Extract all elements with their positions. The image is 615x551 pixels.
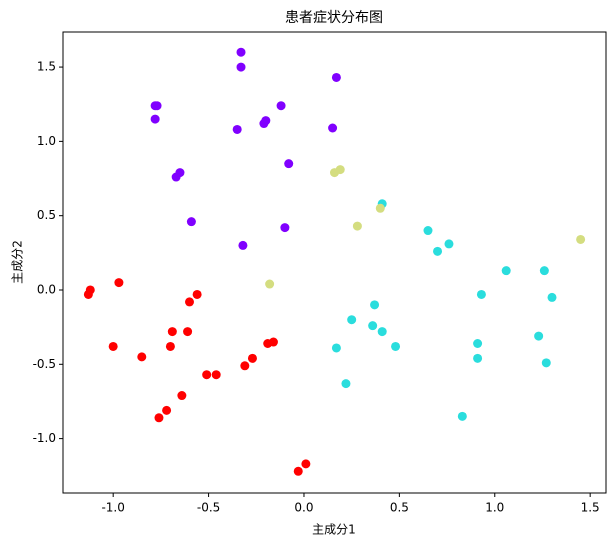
- point: [265, 279, 275, 289]
- point: [301, 459, 311, 469]
- point: [240, 361, 250, 371]
- x-tick-label: 1.5: [581, 501, 600, 515]
- point: [114, 278, 124, 288]
- point: [547, 292, 557, 302]
- y-tick-label: -0.5: [33, 357, 56, 371]
- point: [293, 466, 303, 476]
- point: [473, 338, 483, 348]
- point: [433, 246, 443, 256]
- point: [184, 297, 194, 307]
- point: [276, 101, 286, 111]
- point: [476, 289, 486, 299]
- point: [444, 239, 454, 249]
- point: [150, 114, 160, 124]
- point: [259, 119, 269, 129]
- point: [186, 217, 196, 227]
- point: [391, 341, 401, 351]
- point: [541, 358, 551, 368]
- point: [238, 240, 248, 250]
- point: [165, 341, 175, 351]
- point: [331, 343, 341, 353]
- point: [423, 226, 433, 236]
- point: [108, 341, 118, 351]
- point: [328, 123, 338, 133]
- point: [167, 327, 177, 337]
- point: [539, 266, 549, 276]
- point: [150, 101, 160, 111]
- y-tick-label: 1.5: [37, 60, 56, 74]
- x-tick-label: 0.5: [390, 501, 409, 515]
- point: [192, 289, 202, 299]
- point: [280, 223, 290, 233]
- point: [331, 72, 341, 82]
- point: [501, 266, 511, 276]
- point: [137, 352, 147, 362]
- point: [202, 370, 212, 380]
- point: [162, 405, 172, 415]
- point: [171, 172, 181, 182]
- point: [375, 203, 385, 213]
- point: [457, 411, 467, 421]
- point: [576, 234, 586, 244]
- y-tick-label: 0.5: [37, 208, 56, 222]
- x-tick-label: -0.5: [197, 501, 220, 515]
- point: [236, 62, 246, 72]
- point: [183, 327, 193, 337]
- point: [154, 413, 164, 423]
- point: [236, 47, 246, 57]
- point: [368, 321, 378, 331]
- x-tick-label: 1.0: [485, 501, 504, 515]
- chart-title: 患者症状分布图: [285, 10, 383, 26]
- point: [473, 353, 483, 363]
- point: [370, 300, 380, 310]
- point: [341, 379, 351, 389]
- point: [247, 353, 257, 363]
- y-tick-label: 0.0: [37, 282, 56, 296]
- point: [83, 289, 93, 299]
- plot-frame: [62, 31, 607, 494]
- y-axis-label: 主成分2: [11, 240, 25, 284]
- point: [377, 327, 387, 337]
- point: [284, 159, 294, 169]
- point: [335, 165, 345, 175]
- point: [211, 370, 221, 380]
- point: [232, 124, 242, 134]
- x-tick-label: -1.0: [101, 501, 124, 515]
- point: [177, 391, 187, 401]
- point: [352, 221, 362, 231]
- point: [263, 338, 273, 348]
- x-axis-label: 主成分1: [312, 523, 356, 537]
- x-tick-label: 0.0: [294, 501, 313, 515]
- point: [534, 331, 544, 341]
- y-tick-label: -1.0: [33, 431, 56, 445]
- point: [347, 315, 357, 325]
- y-tick-label: 1.0: [37, 134, 56, 148]
